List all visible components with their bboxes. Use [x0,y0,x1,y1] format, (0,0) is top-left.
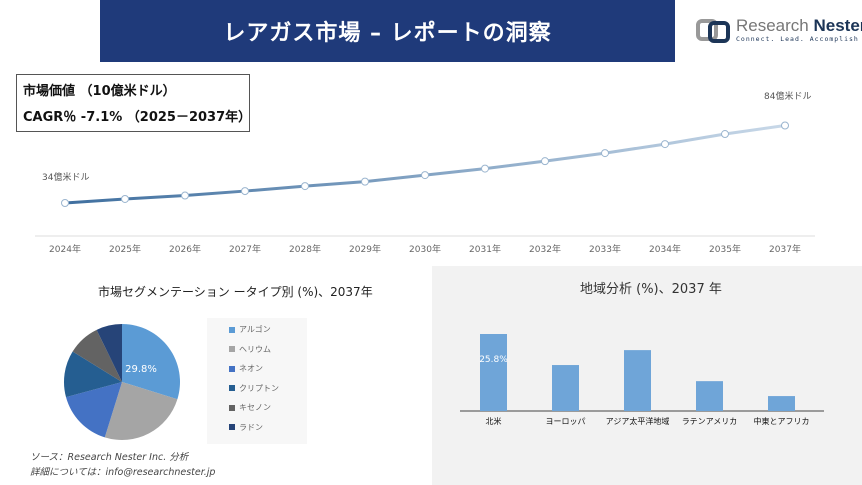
bar-category-label: ヨーロッパ [546,417,586,426]
x-tick-label: 2037年 [769,243,801,255]
legend-label: ネオン [239,364,263,373]
data-point [661,140,669,149]
contact-line: 詳細については：info@researchnester.jp [30,467,216,478]
bar-chart-title: 地域分析 (%)、2037 年 [580,282,722,297]
data-point [121,194,129,203]
source-line: ソース：Research Nester Inc. 分析 [30,452,189,463]
legend-item: クリプトン [229,383,279,394]
series-line [64,124,786,205]
legend-item: ヘリウム [229,344,271,355]
data-point [721,130,729,139]
x-tick-label: 2024年 [49,243,81,255]
x-tick-label: 2025年 [109,243,141,255]
pie-slice [104,382,178,440]
regional-bar-chart: 北米 ヨーロッパ アジア太平洋地域 ラテンアメリカ 中東とアフリカ 25.8% [460,334,824,426]
data-point [421,171,429,180]
x-tick-label: 2029年 [349,243,381,255]
bar-category-label: アジア太平洋地域 [606,416,670,426]
cagr-label: CAGR％ -7.1% （2025－2037年） [23,110,252,125]
legend-item: アルゴン [229,324,271,335]
logo-mark-icon [696,19,730,43]
bar-category-label: ラテンアメリカ [682,417,738,426]
data-point [781,121,789,130]
pie-slice [122,324,180,400]
data-point [181,191,189,200]
type-pie-chart: 29.8% [64,324,180,440]
legend-item: キセノン [229,402,271,413]
bar [768,396,795,411]
data-point [361,177,369,186]
legend-swatch [229,365,235,372]
x-tick-label: 2033年 [589,243,621,255]
pie-slice [72,329,122,382]
data-point [541,157,549,166]
market-info-box: 市場価値 （10億米ドル） CAGR％ -7.1% （2025－2037年） [16,74,252,132]
pie-slice [66,382,122,438]
bar [696,381,723,411]
logo-name: Research Nester [736,16,862,35]
x-tick-label: 2030年 [409,243,441,255]
x-tick-label: 2032年 [529,243,561,255]
x-tick-label: 2028年 [289,243,321,255]
research-nester-logo: Research Nester Connect. Lead. Accomplis… [696,16,862,46]
legend-swatch [229,326,235,333]
x-tick-label: 2034年 [649,243,681,255]
start-value-annotation: 34億米ドル [42,171,89,183]
legend-swatch [229,385,235,391]
legend-label: アルゴン [239,325,271,334]
x-tick-label: 2031年 [469,243,501,255]
market-value-line-chart: 2024年 2025年 2026年 2027年 2028年 2029年 2030年 2031年… [35,90,815,255]
source-note: ソース：Research Nester Inc. 分析 詳細については：info… [30,450,215,480]
data-point [61,199,69,207]
bar-data-label: 25.8% [479,355,508,365]
x-tick-label: 2027年 [229,243,261,255]
legend-swatch [229,404,235,411]
bar [552,365,579,411]
x-tick-label: 2035年 [709,243,741,255]
report-title: レアガス市場 – レポートの洞察 [100,0,675,62]
legend-label: キセノン [239,403,271,412]
legend-item: ラドン [229,422,263,433]
end-value-annotation: 84億米ドル [764,90,811,102]
legend-swatch [229,346,235,352]
legend-swatch [229,424,235,430]
bar-category-label: 中東とアフリカ [754,416,810,426]
bar [624,350,651,411]
pie-data-label: 29.8% [125,364,157,375]
data-point [601,149,609,158]
bar [480,334,507,411]
legend-item: ネオン [229,363,263,374]
legend-label: ラドン [239,422,263,432]
pie-slice [64,351,122,398]
legend-label: ヘリウム [239,344,271,354]
pie-legend: アルゴンヘリウムネオンクリプトンキセノンラドン [207,318,307,444]
pie-slice [96,324,122,382]
data-point [301,182,309,191]
pie-chart-title: 市場セグメンテーション ータイプ別 (%)、2037年 [98,285,373,299]
logo-tagline: Connect. Lead. Accomplish [736,35,859,43]
market-value-label: 市場価値 （10億米ドル） [23,84,176,99]
legend-label: クリプトン [239,383,279,393]
data-point [241,187,249,196]
regional-panel: 地域分析 (%)、2037 年 北米 ヨーロッパ アジア太平洋地域 ラテンアメリカ 中東… [432,266,862,485]
data-point [481,164,489,173]
bar-category-label: 北米 [486,416,502,426]
x-tick-label: 2026年 [169,243,201,255]
